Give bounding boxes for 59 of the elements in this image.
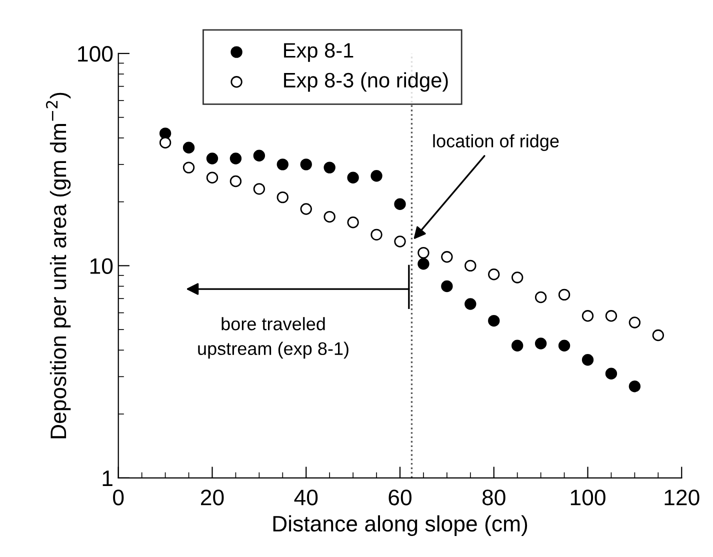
x-tick-label: 60	[388, 490, 412, 506]
point	[324, 210, 336, 223]
point	[558, 288, 570, 301]
point	[418, 246, 430, 259]
point	[276, 191, 288, 204]
point	[418, 258, 430, 270]
point	[230, 175, 242, 188]
point	[370, 228, 382, 241]
point	[300, 203, 312, 215]
x-tick-label: 100	[570, 490, 606, 506]
point	[464, 260, 476, 272]
point	[159, 128, 172, 140]
annotation: bore traveled upstream (exp 8-1)	[198, 317, 348, 359]
point	[605, 310, 618, 322]
point	[582, 310, 594, 322]
point	[394, 198, 406, 210]
legend-label: Exp 8-1	[284, 42, 354, 62]
point	[370, 170, 382, 182]
x-tick-label: 0	[113, 490, 124, 506]
x-tick-label: 80	[482, 490, 506, 506]
point	[464, 298, 476, 310]
x-tick-label: 20	[200, 490, 224, 506]
point	[182, 142, 195, 154]
point	[534, 338, 547, 350]
point	[558, 340, 570, 352]
y-axis-title: Deposition per unit area (gm dm$^{−2}$)	[46, 92, 71, 438]
point	[628, 316, 641, 328]
legend-label: Exp 8-3 (no ridge)	[284, 72, 448, 92]
point	[441, 251, 453, 263]
point	[324, 162, 336, 174]
annotation: location of ridge	[433, 134, 559, 152]
point	[488, 268, 500, 280]
point	[534, 291, 547, 304]
y-tick-label: 100	[78, 46, 113, 62]
point	[511, 340, 524, 352]
x-tick-label: 40	[294, 490, 318, 506]
point	[159, 136, 172, 148]
point	[276, 158, 288, 170]
point	[511, 272, 524, 284]
point	[253, 183, 266, 195]
point	[253, 150, 266, 162]
point	[605, 368, 618, 380]
point	[182, 162, 195, 174]
point	[300, 158, 312, 170]
point	[488, 314, 500, 327]
point	[206, 152, 218, 164]
y-tick-label: 10	[90, 258, 113, 274]
point	[582, 354, 594, 366]
point	[441, 280, 453, 292]
point	[347, 216, 359, 228]
x-tick-label: 120	[664, 490, 700, 506]
point	[394, 236, 406, 248]
point	[628, 380, 641, 392]
point	[347, 172, 359, 184]
point	[206, 172, 218, 184]
point	[652, 329, 664, 342]
x-axis-title: Distance along slope (cm)	[273, 515, 528, 536]
point	[230, 152, 242, 164]
y-tick-label: 1	[102, 470, 112, 486]
